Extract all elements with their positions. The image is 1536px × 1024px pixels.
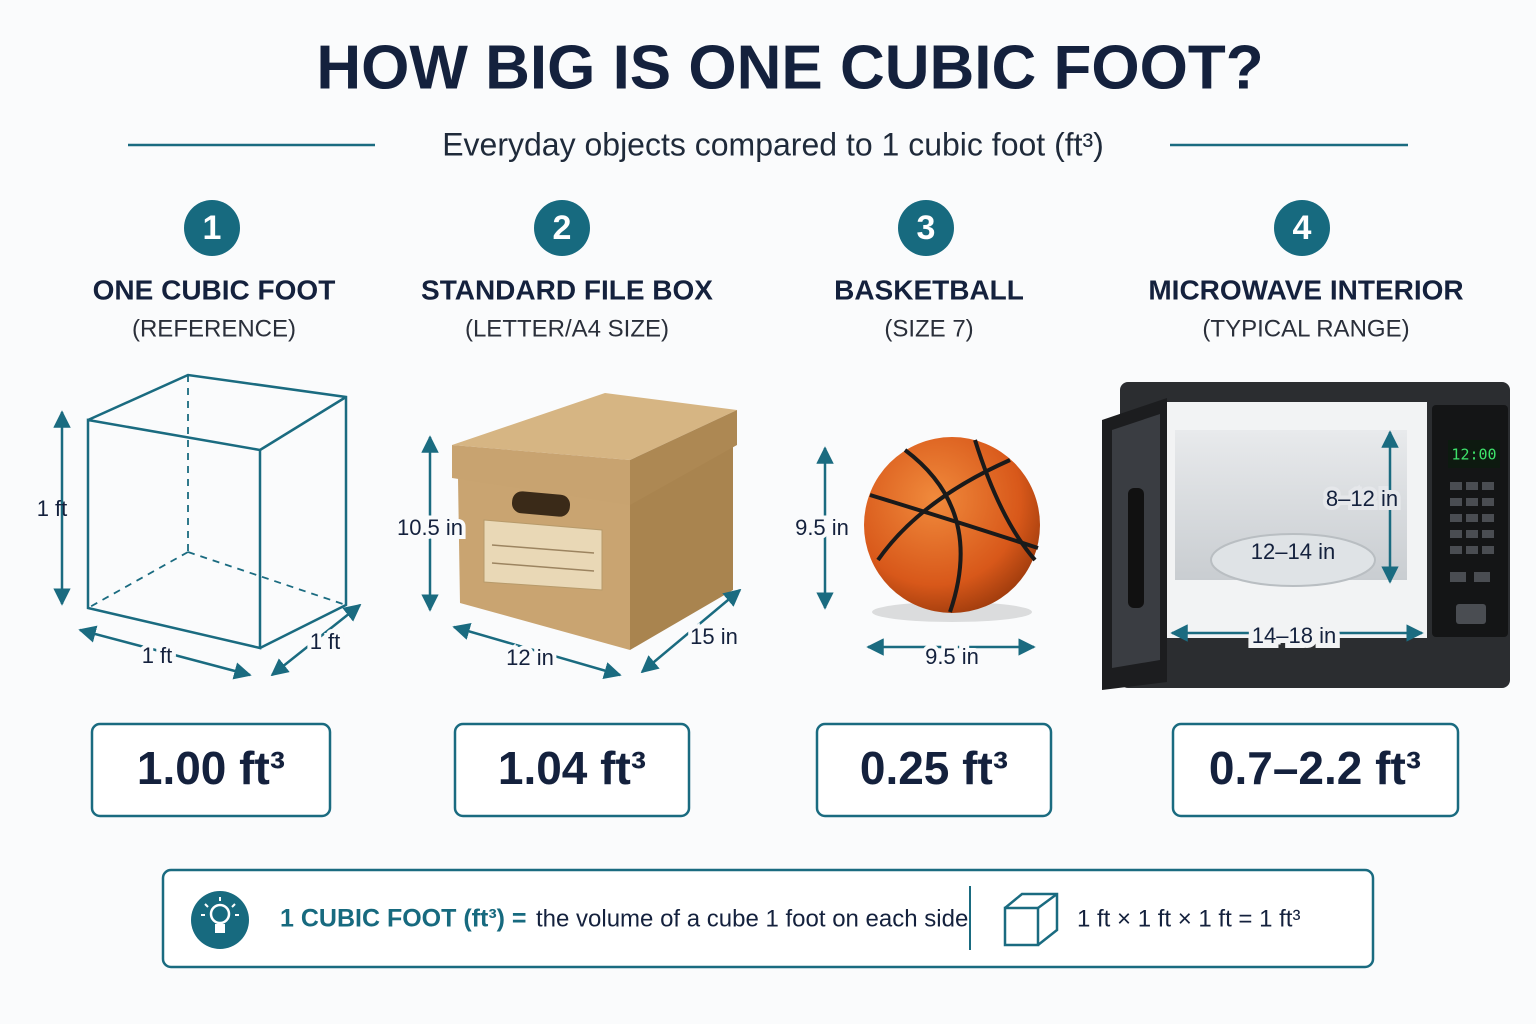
volume-value: 1.00 ft³ — [137, 742, 285, 794]
dimension-label: 1 ft — [310, 629, 341, 654]
footer-definition: the volume of a cube 1 foot on each side — [536, 905, 968, 932]
item-subtitle: (REFERENCE) — [132, 315, 296, 342]
badge-number: 2 — [553, 209, 572, 247]
volume-box — [1171, 722, 1460, 818]
volume-value: 0.7–2.2 ft³ — [1209, 742, 1421, 794]
badge-number: 1 — [203, 209, 222, 247]
volume-box — [815, 722, 1053, 818]
volume-box — [90, 722, 332, 818]
footer-formula: 1 ft × 1 ft × 1 ft = 1 ft³ — [1077, 905, 1300, 932]
file-box-illustration — [452, 393, 737, 650]
dimension-label: 1 ft — [37, 496, 68, 521]
badge-number: 3 — [917, 209, 936, 247]
badge — [1274, 200, 1330, 256]
dimension-label: 12–14 in — [1251, 539, 1335, 564]
dimension-label: 8–12 in — [1326, 486, 1398, 511]
item-title: BASKETBALL — [834, 274, 1024, 305]
item-headers: 1 ONE CUBIC FOOT (REFERENCE) 2 STANDARD … — [93, 200, 1464, 342]
bulb-icon — [191, 891, 249, 949]
item-subtitle: (LETTER/A4 SIZE) — [465, 315, 669, 342]
dimension-arrow — [452, 622, 622, 680]
volume-box — [453, 722, 691, 818]
display-text: 12:00 — [1451, 446, 1496, 464]
dimension-arrow — [640, 588, 742, 674]
basketball-illustration — [864, 437, 1040, 622]
item-subtitle: (SIZE 7) — [884, 315, 973, 342]
badge — [184, 200, 240, 256]
dimension-arrow — [270, 603, 362, 677]
dimension-label: 15 in — [690, 624, 738, 649]
dimension-label: 1 ft — [142, 643, 173, 668]
dimension-label: 10.5 in — [397, 515, 463, 540]
volume-value: 0.25 ft³ — [860, 742, 1008, 794]
title: HOW BIG IS ONE CUBIC FOOT? — [316, 33, 1263, 102]
item-subtitle: (TYPICAL RANGE) — [1202, 315, 1409, 342]
badge-number: 4 — [1293, 209, 1312, 247]
dimension-label: 14–18 in — [1252, 623, 1336, 648]
item-title: MICROWAVE INTERIOR — [1148, 274, 1463, 305]
subtitle: Everyday objects compared to 1 cubic foo… — [442, 126, 1104, 162]
dimension-label: 12 in — [506, 645, 554, 670]
item-title: ONE CUBIC FOOT — [93, 274, 336, 305]
dimension-label: 9.5 in — [795, 515, 849, 540]
badge — [898, 200, 954, 256]
volume-value: 1.04 ft³ — [498, 742, 646, 794]
dimension-label: 9.5 in — [925, 644, 979, 669]
item-title: STANDARD FILE BOX — [421, 274, 713, 305]
badge — [534, 200, 590, 256]
footer-box — [161, 868, 1375, 969]
footer-term: 1 CUBIC FOOT (ft³) = — [280, 905, 527, 933]
cube-icon — [1003, 892, 1059, 947]
dimension-arrow — [78, 625, 252, 680]
cube-illustration — [86, 373, 348, 650]
